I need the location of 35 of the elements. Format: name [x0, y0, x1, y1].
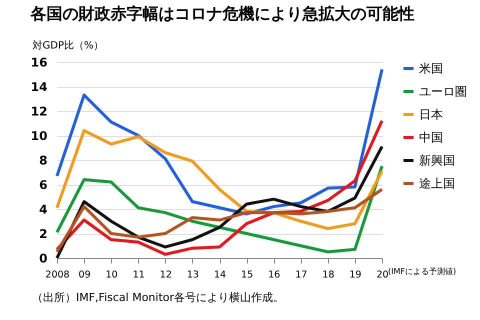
x-tick-label: 20	[376, 270, 389, 280]
y-tick-label: 6	[39, 178, 48, 192]
x-tick-label: 18	[322, 270, 334, 280]
legend-label: ユーロ圏	[419, 84, 467, 98]
line-series	[56, 188, 384, 254]
y-tick-label: 16	[30, 56, 48, 70]
legend-label: 米国	[419, 62, 443, 76]
x-tick-label: 11	[132, 270, 145, 280]
y-tick-label: 4	[39, 202, 48, 216]
y-axis-title: 対GDP比（%）	[32, 40, 104, 52]
y-tick-label: 10	[30, 129, 48, 143]
y-tick-label: 0	[39, 252, 48, 266]
y-tick-label: 14	[30, 80, 48, 94]
y-tick-label: 8	[39, 154, 48, 168]
x-tick-label: 16	[268, 270, 280, 280]
x-tick-label: 2008	[45, 270, 70, 280]
x-tick-label: 12	[160, 270, 172, 280]
x-tick-label: 15	[241, 270, 254, 280]
legend-label: 新興国	[419, 154, 455, 168]
legend-label: 中国	[419, 130, 443, 144]
y-tick-label: 2	[39, 227, 48, 241]
x-tick-label: 17	[295, 270, 308, 280]
legend-label: 途上国	[419, 176, 455, 190]
x-tick-label: 09	[78, 270, 91, 280]
legend-label: 日本	[419, 108, 443, 122]
text: （出所）IMF,Fiscal Monitor各号により横山作成。	[32, 291, 284, 304]
x-tick-label: 10	[106, 270, 118, 280]
line-series	[56, 164, 384, 254]
y-tick-label: 12	[30, 104, 48, 118]
chart-title: 各国の財政赤字幅はコロナ危機により急拡大の可能性	[29, 4, 414, 23]
x-tick-label: 14	[214, 270, 226, 280]
x-tick-label: 19	[349, 270, 362, 280]
x-tick-label: 13	[186, 270, 199, 280]
text: (IMFによる予測値)	[388, 267, 456, 276]
line-series	[56, 129, 384, 230]
